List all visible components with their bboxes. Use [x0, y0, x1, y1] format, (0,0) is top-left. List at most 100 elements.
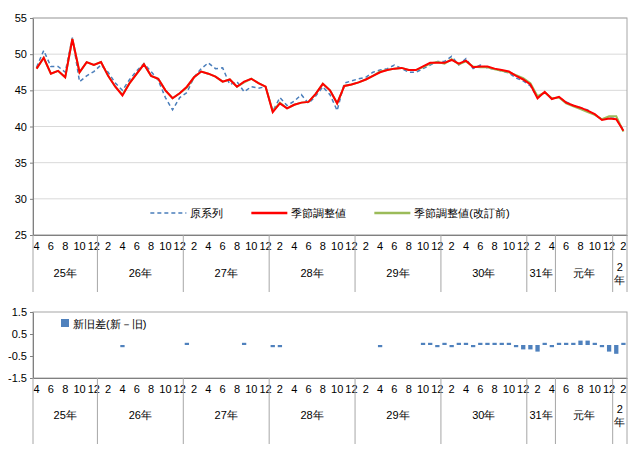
- tick-label: 4: [119, 383, 125, 395]
- chart-1: -1.5-0.50.51.546810122468101224681012246…: [8, 306, 627, 444]
- tick-label: 8: [148, 383, 154, 395]
- tick: 2: [363, 240, 369, 252]
- tick-label: 8: [234, 240, 240, 252]
- tick: 12: [88, 240, 100, 252]
- tick: 10: [589, 383, 601, 395]
- tick: 8: [406, 383, 412, 395]
- tick-label: 4: [205, 240, 211, 252]
- tick-label: 12: [431, 240, 443, 252]
- x-groups: 25年26年27年28年29年30年31年元年2年: [33, 235, 627, 292]
- bars: [120, 341, 625, 354]
- tick: 10: [159, 383, 171, 395]
- tick-label: 4: [119, 240, 125, 252]
- tick: 1.5: [12, 306, 33, 318]
- x-axis: 4681012246810122468101224681012246810122…: [34, 379, 628, 395]
- tick-label: 10: [73, 240, 85, 252]
- tick-label: 6: [220, 240, 226, 252]
- group-label: 26年: [129, 267, 152, 279]
- bar: [242, 343, 246, 345]
- bar: [185, 343, 189, 345]
- bar: [306, 345, 310, 346]
- tick: 0.5: [12, 328, 33, 340]
- tick: 10: [589, 240, 601, 252]
- bar: [149, 345, 153, 346]
- legend-label: 原系列: [190, 207, 223, 219]
- tick: 4: [205, 240, 211, 252]
- tick: 12: [517, 240, 529, 252]
- tick-label: 6: [134, 383, 140, 395]
- group-separator: [440, 235, 441, 292]
- tick-label: 2: [620, 240, 626, 252]
- tick: 8: [577, 383, 583, 395]
- tick-label: 1.5: [12, 306, 27, 318]
- tick-label: 2: [277, 383, 283, 395]
- tick: 10: [331, 240, 343, 252]
- plot-area: [120, 341, 625, 354]
- tick-mark: [30, 90, 33, 91]
- tick-label: 6: [305, 240, 311, 252]
- tick-label: 6: [220, 383, 226, 395]
- group-separator: [440, 378, 441, 444]
- bar: [70, 345, 74, 346]
- tick: 4: [205, 383, 211, 395]
- tick: 2: [277, 383, 283, 395]
- tick-label: 35: [15, 157, 27, 169]
- tick-label: 0.5: [12, 328, 27, 340]
- tick-label: 10: [503, 383, 515, 395]
- bar: [371, 345, 375, 346]
- tick: 6: [563, 383, 569, 395]
- plot-frame: [33, 18, 627, 235]
- bar: [385, 345, 389, 346]
- bar: [99, 345, 103, 346]
- grid: [33, 18, 627, 235]
- axis-line: [33, 313, 34, 379]
- bar: [178, 345, 182, 346]
- bar: [564, 343, 568, 345]
- tick-label: 6: [305, 383, 311, 395]
- bar: [249, 345, 253, 346]
- legend-item: 季節調整値: [251, 207, 346, 219]
- tick: 6: [563, 240, 569, 252]
- bar: [170, 345, 174, 346]
- grid-line: [33, 54, 627, 55]
- group-label: 2年: [614, 403, 625, 428]
- bar: [285, 345, 289, 346]
- tick-label: 8: [148, 240, 154, 252]
- bar: [478, 343, 482, 345]
- tick: 6: [48, 240, 54, 252]
- bar: [399, 345, 403, 346]
- bar: [614, 345, 618, 354]
- y-axis: 25303540455055: [15, 12, 34, 241]
- bar: [335, 345, 339, 346]
- tick: 2: [191, 240, 197, 252]
- group-separator: [269, 235, 270, 292]
- bar: [492, 343, 496, 345]
- tick-label: 10: [245, 383, 257, 395]
- bar: [314, 345, 318, 346]
- bar: [528, 345, 532, 349]
- bar: [514, 345, 518, 347]
- legend-label: 新旧差(新－旧): [73, 318, 146, 330]
- tick: 4: [463, 383, 469, 395]
- bar: [607, 345, 611, 352]
- group-separator: [555, 235, 556, 292]
- bar: [163, 345, 167, 346]
- bar: [593, 343, 597, 345]
- bar: [349, 345, 353, 346]
- tick-label: 4: [34, 383, 40, 395]
- tick: 10: [503, 383, 515, 395]
- bar: [471, 345, 475, 347]
- tick: 4: [291, 383, 297, 395]
- tick: 12: [174, 240, 186, 252]
- tick-label: 10: [245, 240, 257, 252]
- tick: -1.5: [8, 372, 33, 384]
- tick-mark: [30, 54, 33, 55]
- bar: [235, 345, 239, 346]
- tick: 12: [431, 383, 443, 395]
- tick-label: 10: [589, 240, 601, 252]
- tick: 6: [220, 240, 226, 252]
- tick-label: 8: [320, 383, 326, 395]
- tick: 8: [234, 383, 240, 395]
- tick: 2: [191, 383, 197, 395]
- tick-label: 8: [492, 383, 498, 395]
